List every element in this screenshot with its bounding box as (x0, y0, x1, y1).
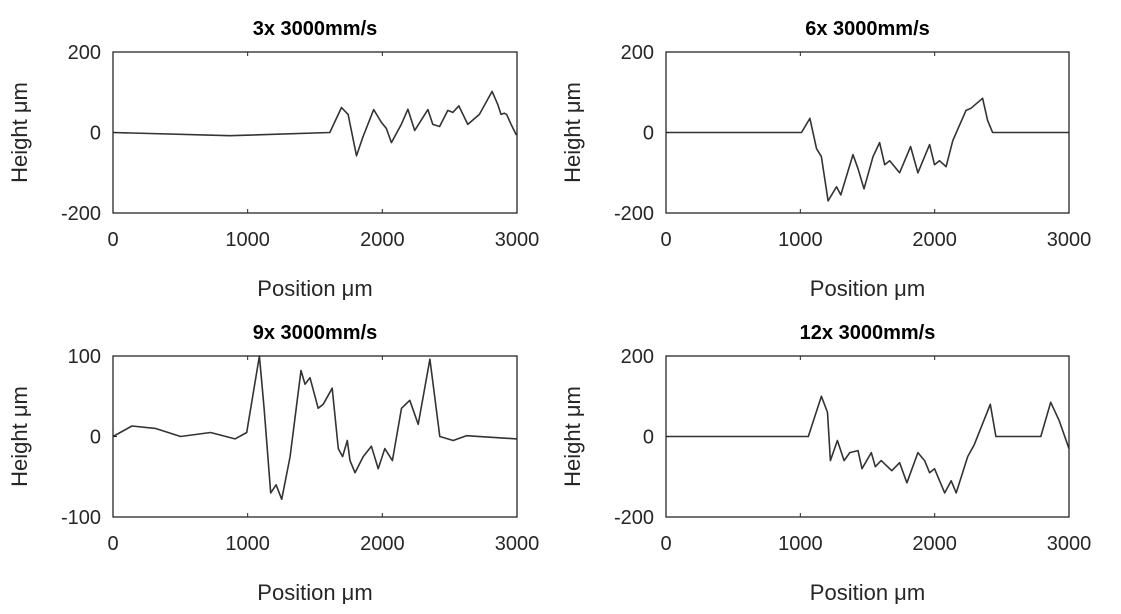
x-tick-label: 0 (660, 533, 671, 555)
x-tick-label: 3000 (495, 229, 540, 251)
y-tick-label: 200 (621, 42, 654, 64)
axes-box (112, 355, 518, 518)
y-tick-label: -200 (61, 203, 101, 225)
x-tick-label: 1000 (778, 229, 823, 251)
x-axis-label: Position μm (810, 276, 925, 301)
series-line (666, 97, 1069, 202)
x-tick-label: 2000 (912, 229, 957, 251)
y-tick-label: -200 (614, 203, 654, 225)
subplot-4: 12x 3000mm/s 0 1000 2000 3000 -200 0 200 Positio… (560, 322, 1091, 605)
x-tick-label: 3000 (495, 533, 540, 555)
y-tick-label: -200 (614, 507, 654, 529)
subplot-title: 12x 3000mm/s (800, 322, 936, 344)
y-tick-label: 0 (90, 123, 101, 145)
y-axis-label: Height μm (560, 82, 585, 183)
x-tick-label: 0 (107, 533, 118, 555)
subplot-1: 3x 3000mm/s 0 1000 2000 3000 -200 0 200 Position… (7, 18, 539, 301)
x-tick-label: 0 (107, 229, 118, 251)
series-line (112, 355, 518, 501)
y-axis-label: Height μm (560, 386, 585, 487)
x-tick-label: 0 (660, 229, 671, 251)
subplot-title: 6x 3000mm/s (805, 18, 930, 40)
x-axis-label: Position μm (810, 580, 925, 605)
y-tick-label: 0 (643, 427, 654, 449)
y-tick-label: 0 (643, 123, 654, 145)
subplot-3: 9x 3000mm/s 0 1000 2000 3000 -100 0 100 Position… (7, 322, 539, 605)
x-tick-label: 2000 (912, 533, 957, 555)
series-line (666, 395, 1070, 494)
y-tick-label: -100 (61, 507, 101, 529)
x-axis-label: Position μm (257, 580, 372, 605)
x-tick-label: 1000 (778, 533, 823, 555)
series-line (112, 90, 517, 157)
x-tick-label: 3000 (1047, 229, 1092, 251)
x-tick-label: 2000 (360, 229, 405, 251)
y-tick-label: 200 (621, 346, 654, 368)
subplot-2: 6x 3000mm/s 0 1000 2000 3000 -200 0 200 Position… (560, 18, 1091, 301)
y-tick-label: 0 (90, 427, 101, 449)
y-tick-label: 200 (68, 42, 101, 64)
x-tick-label: 2000 (360, 533, 405, 555)
y-axis-label: Height μm (7, 82, 32, 183)
x-tick-label: 1000 (225, 229, 270, 251)
y-tick-label: 100 (68, 346, 101, 368)
y-axis-label: Height μm (7, 386, 32, 487)
x-tick-label: 1000 (225, 533, 270, 555)
x-axis-label: Position μm (257, 276, 372, 301)
subplot-title: 9x 3000mm/s (253, 322, 378, 344)
subplot-title: 3x 3000mm/s (253, 18, 378, 40)
x-tick-label: 3000 (1047, 533, 1092, 555)
